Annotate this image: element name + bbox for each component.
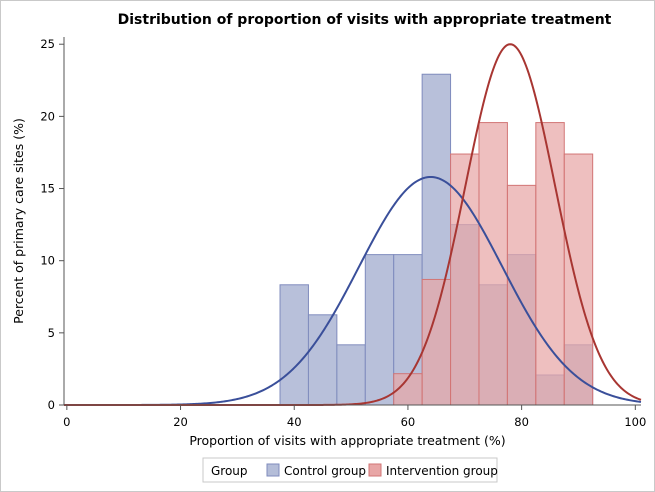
legend-label-intervention: Intervention group	[386, 464, 498, 478]
y-axis-label: Percent of primary care sites (%)	[11, 118, 26, 324]
x-tick-label-3: 60	[401, 415, 416, 429]
legend-title: Group	[211, 464, 248, 478]
y-tick-label-5: 25	[40, 37, 55, 51]
control-bar-1	[307, 314, 338, 406]
x-axis-label: Proportion of visits with appropriate tr…	[189, 433, 505, 448]
x-tick-label-0: 0	[63, 415, 70, 429]
legend-swatch-control	[266, 463, 280, 477]
control-bar-2	[336, 344, 366, 406]
legend-box	[202, 457, 498, 483]
axes: 0 20 40 60 80 100 0 5 10 15 20 25	[40, 37, 646, 429]
x-tick-label-1: 20	[173, 415, 188, 429]
chart-title: Distribution of proportion of visits wit…	[118, 12, 612, 28]
intervention-bar-4	[506, 184, 537, 406]
legend: Group Control group Intervention group	[202, 457, 498, 483]
control-bar-0	[279, 284, 309, 406]
intervention-bar-6	[563, 153, 594, 406]
x-tick-label-5: 100	[624, 415, 646, 429]
y-tick-label-2: 10	[40, 254, 55, 268]
intervention-bar-3	[478, 122, 508, 406]
y-tick-label-0: 0	[48, 398, 55, 412]
control-bar-3	[364, 254, 395, 406]
intervention-bar-2	[450, 153, 480, 406]
intervention-bars	[393, 122, 594, 406]
y-tick-label-4: 20	[40, 109, 55, 123]
y-tick-label-3: 15	[40, 182, 55, 196]
y-tick-label-1: 5	[48, 326, 55, 340]
x-tick-label-2: 40	[287, 415, 302, 429]
legend-swatch-intervention	[368, 463, 382, 477]
legend-label-control: Control group	[284, 464, 366, 478]
intervention-bar-5	[535, 122, 565, 406]
x-tick-label-4: 80	[514, 415, 529, 429]
